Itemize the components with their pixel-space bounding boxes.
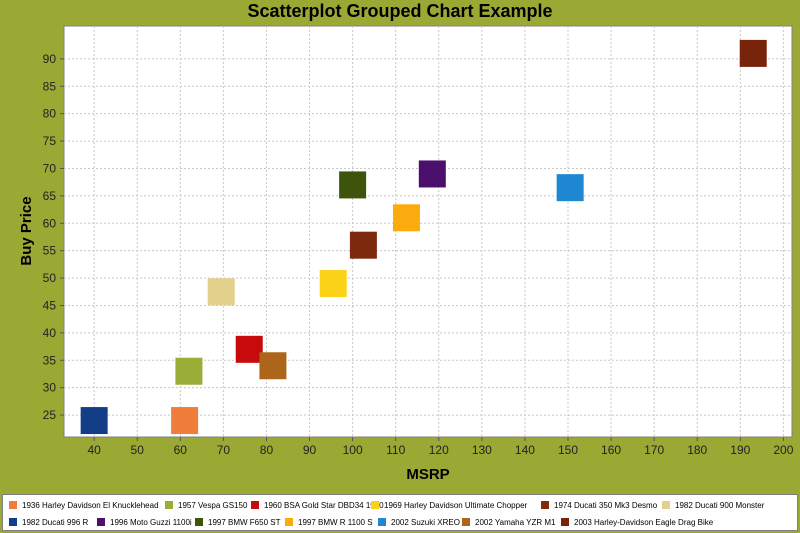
x-tick-label: 130	[472, 443, 492, 457]
data-point	[339, 171, 367, 199]
legend-item: 2002 Suzuki XREO	[378, 516, 460, 528]
data-point	[259, 352, 287, 380]
data-points	[80, 39, 767, 435]
legend-swatch	[378, 518, 386, 526]
x-tick-label: 80	[260, 443, 274, 457]
y-tick-label: 60	[43, 216, 57, 230]
legend-label: 2002 Yamaha YZR M1	[475, 517, 556, 527]
y-tick-label: 50	[43, 271, 57, 285]
x-tick-label: 180	[687, 443, 707, 457]
legend-label: 1969 Harley Davidson Ultimate Chopper	[384, 500, 528, 510]
legend-label: 1997 BMW F650 ST	[208, 517, 281, 527]
x-tick-label: 60	[174, 443, 188, 457]
legend-swatch	[462, 518, 470, 526]
data-point	[739, 39, 767, 67]
legend-item: 2003 Harley-Davidson Eagle Drag Bike	[561, 516, 713, 528]
x-tick-label: 200	[773, 443, 793, 457]
legend-label: 1997 BMW R 1100 S	[298, 517, 373, 527]
y-tick-label: 90	[43, 52, 57, 66]
data-point	[392, 204, 420, 232]
x-tick-label: 150	[558, 443, 578, 457]
x-tick-label: 40	[87, 443, 101, 457]
legend-item: 1997 BMW F650 ST	[195, 516, 280, 528]
legend-item: 1969 Harley Davidson Ultimate Chopper	[371, 499, 527, 511]
legend-item: 1982 Ducati 900 Monster	[662, 499, 764, 511]
legend-swatch	[662, 501, 670, 509]
legend-swatch	[251, 501, 259, 509]
legend-item: 1996 Moto Guzzi 1100i	[97, 516, 192, 528]
data-point	[207, 278, 235, 306]
y-axis-ticks: 25 30 35 40 45 50 55 60 65 70 75 80 85 90	[43, 52, 64, 422]
legend-swatch	[9, 501, 17, 509]
y-tick-label: 85	[43, 79, 57, 93]
legend-swatch	[195, 518, 203, 526]
y-tick-label: 65	[43, 189, 57, 203]
x-tick-label: 110	[386, 443, 405, 457]
y-tick-label: 45	[43, 298, 57, 312]
legend-item: 1974 Ducati 350 Mk3 Desmo	[541, 499, 657, 511]
data-point	[418, 160, 446, 188]
chart-title: Scatterplot Grouped Chart Example	[247, 1, 553, 21]
legend-label: 2002 Suzuki XREO	[391, 517, 460, 527]
x-tick-label: 100	[343, 443, 363, 457]
x-tick-label: 120	[429, 443, 449, 457]
y-tick-label: 40	[43, 326, 57, 340]
y-axis-label: Buy Price	[18, 196, 35, 265]
legend-item: 1960 BSA Gold Star DBD34 1960	[251, 499, 384, 511]
x-axis-ticks: 40 50 60 70 80 90 100 110 120 130 140 150 160 170 180 1…	[87, 437, 794, 457]
legend-item: 2002 Yamaha YZR M1	[462, 516, 556, 528]
legend-label: 1960 BSA Gold Star DBD34 1960	[264, 500, 384, 510]
y-tick-label: 75	[43, 134, 57, 148]
data-point	[171, 407, 199, 435]
legend-swatch	[541, 501, 549, 509]
y-tick-label: 70	[43, 161, 57, 175]
legend-swatch	[285, 518, 293, 526]
x-tick-label: 190	[730, 443, 750, 457]
legend-swatch	[165, 501, 173, 509]
x-tick-label: 160	[601, 443, 621, 457]
data-point	[556, 174, 584, 202]
x-tick-label: 70	[217, 443, 231, 457]
legend-label: 2003 Harley-Davidson Eagle Drag Bike	[574, 517, 714, 527]
legend-swatch	[371, 501, 379, 509]
data-point	[80, 407, 108, 435]
data-point	[235, 335, 263, 363]
legend-swatch	[9, 518, 17, 526]
x-tick-label: 90	[303, 443, 317, 457]
scatter-plot: 40 50 60 70 80 90 100 110 120 130 140 150 160 170 180 1…	[18, 25, 794, 483]
plot-area	[63, 25, 793, 438]
x-tick-label: 170	[644, 443, 664, 457]
legend-swatch	[561, 518, 569, 526]
legend-item: 1957 Vespa GS150	[165, 499, 247, 511]
x-tick-label: 140	[515, 443, 535, 457]
legend-label: 1974 Ducati 350 Mk3 Desmo	[554, 500, 658, 510]
x-tick-label: 50	[131, 443, 145, 457]
legend-label: 1982 Ducati 900 Monster	[675, 500, 765, 510]
grid-lines	[64, 26, 792, 437]
legend-item: 1997 BMW R 1100 S	[285, 516, 373, 528]
y-tick-label: 35	[43, 353, 57, 367]
legend-item: 1982 Ducati 996 R	[9, 516, 88, 528]
y-tick-label: 30	[43, 381, 57, 395]
data-point	[175, 357, 203, 385]
legend-label: 1982 Ducati 996 R	[22, 517, 89, 527]
legend: 1936 Harley Davidson El Knucklehead 1957 …	[2, 494, 798, 531]
data-point	[349, 231, 377, 259]
y-tick-label: 55	[43, 244, 57, 258]
y-tick-label: 80	[43, 107, 57, 121]
legend-label: 1957 Vespa GS150	[178, 500, 248, 510]
legend-label: 1936 Harley Davidson El Knucklehead	[22, 500, 159, 510]
y-tick-label: 25	[43, 408, 57, 422]
legend-swatch	[97, 518, 105, 526]
x-axis-label: MSRP	[406, 466, 449, 483]
legend-label: 1996 Moto Guzzi 1100i	[110, 517, 192, 527]
data-point	[319, 270, 347, 298]
legend-item: 1936 Harley Davidson El Knucklehead	[9, 499, 159, 511]
